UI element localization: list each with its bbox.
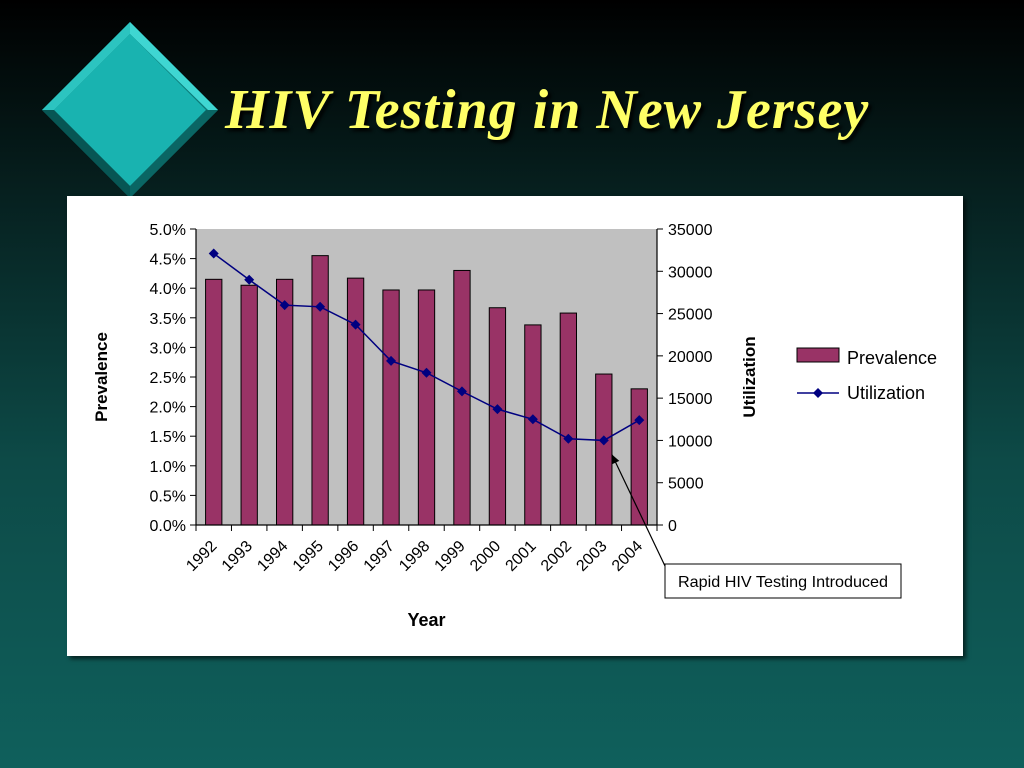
x-tick-label: 2003 bbox=[573, 538, 610, 575]
bar-prevalence-2000 bbox=[488, 307, 507, 526]
annotation-arrowhead bbox=[611, 454, 620, 465]
y2-tick-label: 10000 bbox=[668, 433, 713, 450]
chart-svg: 0.0% 0.5% 1.0% 1.5% 2.0% 2.5% 3.0% 3.5% 4.0% 4.5%… bbox=[92, 222, 937, 630]
y-tick-label: 2.5% bbox=[150, 370, 186, 387]
marker-utilization-1997 bbox=[386, 355, 397, 366]
legend-marker-utilization bbox=[813, 388, 823, 398]
y2-tick-label: 5000 bbox=[668, 476, 704, 493]
x-tick-label: 1993 bbox=[219, 538, 256, 575]
x-tick-label: 2004 bbox=[609, 538, 646, 575]
y2-tick-label: 15000 bbox=[668, 391, 713, 408]
y-tick-label: 0.0% bbox=[150, 518, 186, 535]
y-tick-label: 1.0% bbox=[150, 459, 186, 476]
diamond-icon bbox=[42, 22, 218, 198]
marker-utilization-2000 bbox=[492, 404, 503, 415]
y2-tick-label: 20000 bbox=[668, 349, 713, 366]
legend: Prevalence Utilization bbox=[796, 347, 937, 403]
marker-utilization-1996 bbox=[350, 319, 361, 330]
annotation-arrow bbox=[611, 454, 666, 567]
y-tick-label: 4.0% bbox=[150, 281, 186, 298]
x-tick-label: 2002 bbox=[538, 538, 575, 575]
x-tick-label: 2000 bbox=[467, 538, 504, 575]
bar-prevalence-1992 bbox=[205, 278, 223, 526]
x-axis-label: Year bbox=[407, 610, 445, 630]
bar-prevalence-1999 bbox=[453, 269, 471, 526]
annotation: Rapid HIV Testing Introduced bbox=[611, 454, 902, 599]
y-tick-label: 3.5% bbox=[150, 311, 186, 328]
annotation-text: Rapid HIV Testing Introduced bbox=[678, 574, 888, 591]
x-tick-label: 1998 bbox=[396, 538, 433, 575]
chart-panel: 0.0% 0.5% 1.0% 1.5% 2.0% 2.5% 3.0% 3.5% 4.0% 4.5%… bbox=[67, 196, 963, 656]
y2-tick-label: 30000 bbox=[668, 264, 713, 281]
marker-utilization-2003 bbox=[598, 435, 609, 446]
marker-utilization-1995 bbox=[315, 301, 326, 312]
marker-utilization-2004 bbox=[634, 415, 645, 426]
bar-prevalence-2001 bbox=[524, 324, 542, 526]
y-tick-label: 0.5% bbox=[150, 488, 186, 505]
y2-tick-label: 35000 bbox=[668, 222, 713, 239]
legend-label-utilization: Utilization bbox=[847, 383, 925, 403]
y-tick-label: 4.5% bbox=[150, 252, 186, 269]
x-tick-label: 1999 bbox=[432, 538, 469, 575]
x-tick-label: 1997 bbox=[361, 538, 398, 575]
bar-prevalence-1997 bbox=[382, 289, 400, 526]
y-tick-label: 3.0% bbox=[150, 340, 186, 357]
bar-prevalence-2004 bbox=[630, 388, 648, 526]
bar-prevalence-1995 bbox=[311, 255, 329, 526]
annotation-box bbox=[664, 563, 902, 599]
y-tick-label: 5.0% bbox=[150, 222, 186, 239]
marker-utilization-1999 bbox=[456, 386, 467, 397]
x-tick-label: 2001 bbox=[503, 538, 540, 575]
slide-title: HIV Testing in New Jersey bbox=[225, 79, 870, 141]
y2-tick-label: 0 bbox=[668, 518, 677, 535]
bar-prevalence-1994 bbox=[275, 278, 294, 526]
bar-prevalence-2003 bbox=[595, 373, 613, 526]
legend-swatch-prevalence bbox=[796, 347, 840, 363]
bar-prevalence-2002 bbox=[559, 312, 578, 526]
x-tick-label: 1996 bbox=[325, 538, 362, 575]
bar-prevalence-1993 bbox=[240, 284, 258, 526]
y-tick-label: 1.5% bbox=[150, 429, 186, 446]
bar-prevalence-1996 bbox=[346, 277, 365, 526]
marker-utilization-1993 bbox=[244, 274, 255, 285]
x-tick-label: 1992 bbox=[183, 538, 220, 575]
x-tick-label: 1994 bbox=[254, 538, 291, 575]
marker-utilization-1994 bbox=[279, 300, 290, 311]
y-axis-label: Prevalence bbox=[92, 332, 111, 422]
marker-utilization-2001 bbox=[527, 414, 538, 425]
y-tick-label: 2.0% bbox=[150, 400, 186, 417]
legend-label-prevalence: Prevalence bbox=[847, 348, 937, 368]
x-tick-label: 1995 bbox=[290, 538, 327, 575]
marker-utilization-2002 bbox=[563, 433, 574, 444]
y2-tick-label: 25000 bbox=[668, 307, 713, 324]
y2-axis-label: Utilization bbox=[740, 336, 759, 417]
bar-prevalence-1998 bbox=[417, 289, 436, 526]
marker-utilization-1998 bbox=[421, 367, 432, 378]
